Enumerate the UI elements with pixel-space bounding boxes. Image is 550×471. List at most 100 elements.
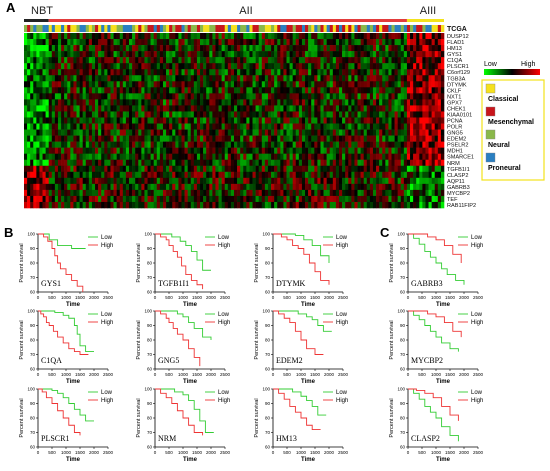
heatmap-cell	[317, 105, 321, 112]
heatmap-cell	[39, 129, 43, 136]
heatmap-cell	[159, 81, 164, 88]
heatmap-cell	[45, 135, 50, 142]
group-label-aii: AII	[239, 5, 252, 17]
heatmap-cell	[147, 81, 151, 88]
subtype-cell	[391, 25, 395, 32]
heatmap-cell	[326, 123, 331, 130]
heatmap-cell	[332, 195, 337, 203]
heatmap-cell	[289, 195, 293, 203]
heatmap-cell	[382, 111, 386, 118]
heatmap-cell	[193, 195, 198, 203]
heatmap-cell	[45, 57, 50, 64]
heatmap-cell	[252, 159, 256, 167]
heatmap-cell	[394, 81, 398, 88]
x-tick-label: 0	[154, 372, 157, 377]
heatmap-cell	[437, 63, 442, 70]
heatmap-cell	[215, 195, 219, 203]
heatmap-cell	[360, 87, 365, 94]
heatmap-cell	[354, 153, 358, 161]
heatmap-cell	[351, 147, 355, 154]
heatmap-cell	[162, 129, 167, 136]
heatmap-cell	[308, 93, 312, 100]
heatmap-cell	[166, 39, 170, 46]
heatmap-cell	[73, 147, 77, 154]
heatmap-cell	[274, 177, 278, 185]
heatmap-cell	[391, 39, 395, 46]
heatmap-cell	[193, 171, 198, 179]
heatmap-cell	[70, 177, 74, 185]
heatmap-cell	[388, 69, 392, 76]
heatmap-cell	[329, 171, 334, 179]
x-axis-label: Time	[301, 379, 316, 385]
heatmap-cell	[292, 81, 297, 88]
heatmap-cell	[175, 165, 179, 173]
heatmap-cell	[95, 135, 99, 142]
heatmap-cell	[141, 171, 145, 179]
heatmap-cell	[230, 141, 235, 148]
heatmap-cell	[200, 45, 204, 52]
heatmap-cell	[406, 177, 411, 185]
heatmap-cell	[85, 201, 90, 209]
heatmap-cell	[422, 69, 426, 76]
heatmap-cell	[305, 135, 309, 142]
heatmap-cell	[113, 123, 117, 130]
heatmap-cell	[200, 99, 204, 106]
heatmap-cell	[227, 81, 232, 88]
heatmap-cell	[298, 57, 303, 64]
heatmap-cell	[360, 195, 365, 203]
heatmap-cell	[335, 183, 340, 191]
heatmap-cell	[342, 45, 346, 52]
heatmap-cell	[329, 183, 334, 191]
heatmap-cell	[57, 111, 62, 118]
heatmap-cell	[428, 195, 432, 203]
heatmap-cell	[298, 183, 303, 191]
heatmap-cell	[308, 111, 312, 118]
heatmap-cell	[261, 69, 266, 76]
heatmap-cell	[30, 105, 34, 112]
heatmap-cell	[181, 165, 185, 173]
heatmap-cell	[372, 63, 377, 70]
heatmap-cell	[419, 87, 423, 94]
heatmap-cell	[379, 63, 383, 70]
heatmap-cell	[440, 51, 445, 58]
x-tick-label: 2000	[89, 372, 100, 377]
heatmap-cell	[135, 165, 139, 173]
heatmap-cell	[314, 189, 318, 197]
heatmap-cell	[24, 123, 28, 130]
heatmap-cell	[172, 159, 176, 167]
heatmap-cell	[267, 123, 272, 130]
heatmap-cell	[125, 33, 130, 40]
heatmap-cell	[107, 201, 111, 209]
heatmap-cell	[419, 177, 423, 185]
heatmap-cell	[403, 57, 408, 64]
heatmap-cell	[403, 33, 408, 40]
heatmap-cell	[107, 159, 111, 167]
heatmap-cell	[67, 45, 71, 52]
heatmap-cell	[416, 99, 420, 106]
heatmap-cell	[428, 147, 432, 154]
heatmap-cell	[323, 159, 327, 167]
heatmap-cell	[348, 135, 352, 142]
heatmap-cell	[286, 153, 290, 161]
heatmap-cell	[181, 33, 185, 40]
heatmap-cell	[246, 111, 250, 118]
heatmap-cell	[48, 111, 53, 118]
heatmap-cell	[218, 153, 222, 161]
heatmap-cell	[416, 141, 420, 148]
heatmap-cell	[203, 183, 207, 191]
series-line-low	[273, 310, 332, 332]
heatmap-cell	[428, 177, 432, 185]
heatmap-cell	[348, 105, 352, 112]
heatmap-cell	[135, 87, 139, 94]
heatmap-cell	[57, 75, 62, 82]
heatmap-cell	[329, 99, 334, 106]
heatmap-cell	[413, 51, 417, 58]
heatmap-cell	[326, 177, 331, 185]
heatmap-cell	[400, 135, 405, 142]
x-tick-label: 1500	[75, 372, 86, 377]
heatmap-cell	[267, 189, 272, 197]
subtype-cell	[76, 25, 80, 32]
heatmap-cell	[267, 165, 272, 173]
subtype-cell	[440, 25, 445, 32]
